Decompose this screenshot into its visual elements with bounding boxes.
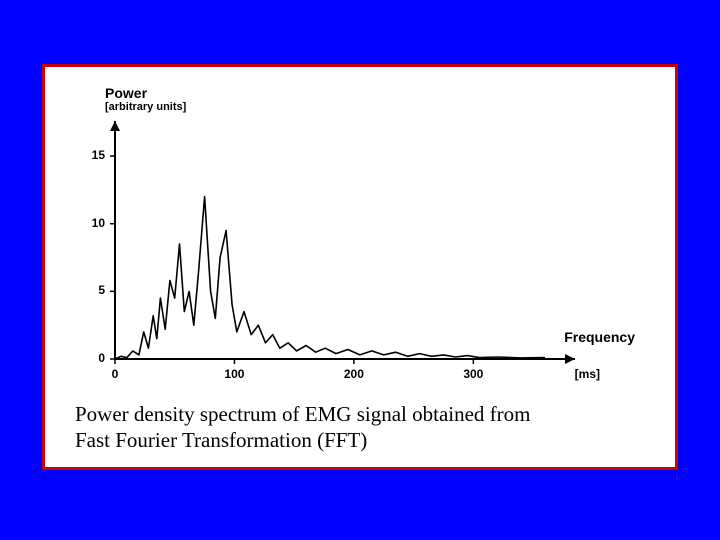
x-axis-subtitle: [ms] [575,367,600,381]
spectrum-plot [45,67,681,397]
y-tick: 10 [75,216,105,230]
figure-caption: Power density spectrum of EMG signal obt… [75,401,635,454]
caption-line-1: Power density spectrum of EMG signal obt… [75,402,531,426]
chart-area: Power [arbitrary units] Frequency [ms] 0… [45,67,675,467]
y-axis-subtitle: [arbitrary units] [105,101,186,113]
y-axis-title: Power [105,85,147,101]
caption-line-2: Fast Fourier Transformation (FFT) [75,428,367,452]
figure-panel: Power [arbitrary units] Frequency [ms] 0… [42,64,678,470]
x-tick: 300 [458,367,488,381]
y-tick: 5 [75,283,105,297]
y-tick: 0 [75,351,105,365]
x-tick: 0 [100,367,130,381]
x-axis-title: Frequency [564,329,635,345]
x-tick: 200 [339,367,369,381]
x-tick: 100 [219,367,249,381]
y-tick: 15 [75,148,105,162]
